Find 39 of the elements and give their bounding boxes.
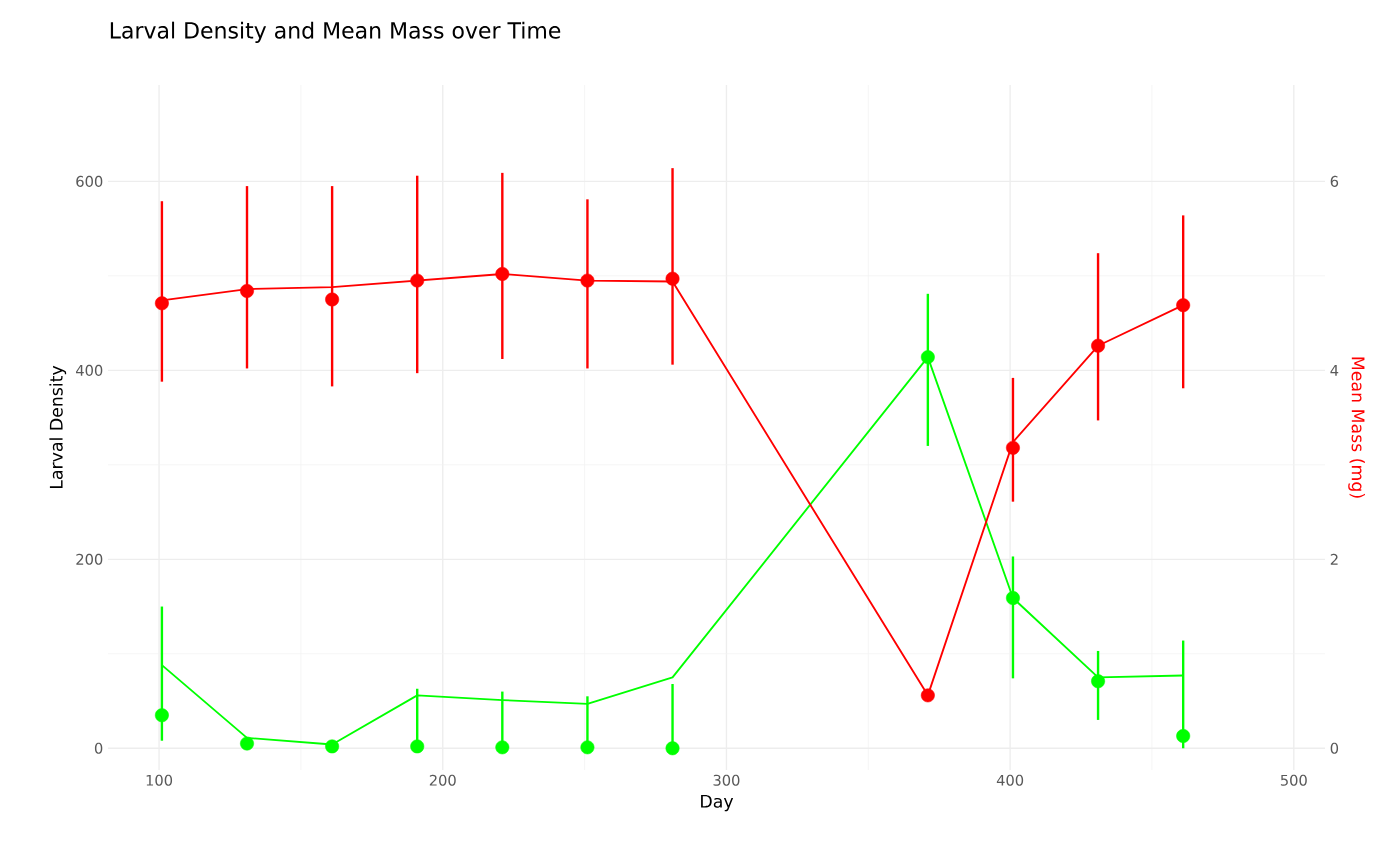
x-tick-label: 500 <box>1280 774 1307 786</box>
point <box>1006 591 1020 605</box>
y-tick-label: 200 <box>76 553 103 565</box>
point <box>920 350 935 365</box>
point <box>920 688 935 703</box>
point <box>325 292 340 307</box>
point <box>495 740 510 755</box>
chart-title: Larval Density and Mean Mass over Time <box>110 21 561 43</box>
x-tick-label: 100 <box>146 774 173 786</box>
y-axis-title: Larval Density <box>49 365 67 489</box>
y2-tick-label: 6 <box>1330 175 1339 187</box>
point <box>240 736 254 751</box>
x-tick-label: 300 <box>713 774 740 786</box>
y2-tick-label: 4 <box>1330 365 1339 376</box>
y-tick-label: 600 <box>76 175 103 187</box>
point <box>410 739 425 754</box>
y2-tick-label: 2 <box>1330 553 1338 565</box>
point <box>1091 674 1105 689</box>
y2-tick-label: 0 <box>1330 742 1339 754</box>
x-tick-label: 400 <box>996 774 1024 786</box>
y-tick-label: 400 <box>76 364 103 376</box>
point <box>240 284 254 298</box>
point <box>1006 440 1020 455</box>
point <box>665 741 680 756</box>
point <box>580 740 595 755</box>
point <box>665 271 680 286</box>
point <box>410 273 425 288</box>
y-tick-label: 0 <box>94 742 103 754</box>
point <box>1176 298 1191 313</box>
point <box>495 267 510 281</box>
point <box>154 708 169 723</box>
x-tick-label: 200 <box>429 774 456 786</box>
point <box>580 273 595 288</box>
point <box>1091 338 1105 353</box>
point <box>154 296 169 311</box>
y2-axis-title: Mean Mass (mg) <box>1348 357 1365 498</box>
x-axis-title: Day <box>701 794 734 812</box>
point <box>325 739 340 754</box>
point <box>1176 729 1191 743</box>
